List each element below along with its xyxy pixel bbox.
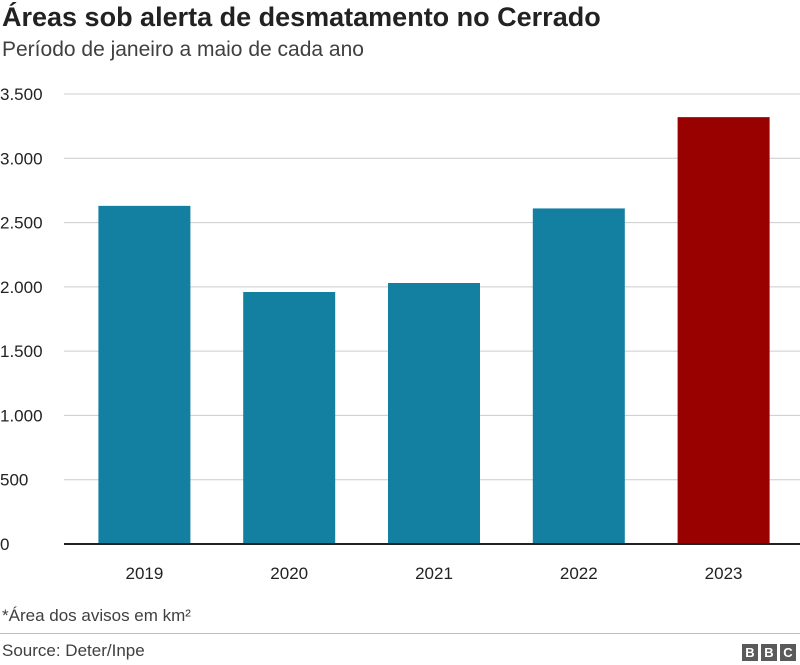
- bar-2020: [243, 292, 336, 544]
- x-tick-label: 2021: [415, 564, 453, 583]
- chart-title: Áreas sob alerta de desmatamento no Cerr…: [2, 2, 601, 32]
- logo-letter: B: [761, 644, 777, 661]
- axes: 0 500 1.000 1.500 2.000 2.500 3.000 3.500 2019 20…: [0, 85, 800, 583]
- source-label: Source: Deter/Inpe: [2, 641, 145, 660]
- y-tick-label: 500: [0, 471, 28, 490]
- logo-letter: B: [742, 644, 758, 661]
- y-tick-label: 2.500: [0, 214, 43, 233]
- y-tick-label: 3.500: [0, 85, 43, 104]
- chart-subtitle: Período de janeiro a maio de cada ano: [2, 38, 364, 61]
- y-tick-label: 2.000: [0, 278, 43, 297]
- footnote: *Área dos avisos em km²: [2, 606, 191, 625]
- bbc-logo: B B C: [742, 644, 796, 661]
- bar-2019: [98, 205, 191, 544]
- bar-2022: [532, 208, 625, 544]
- y-tick-label: 0: [0, 535, 9, 554]
- y-tick-label: 3.000: [0, 149, 43, 168]
- logo-letter: C: [780, 644, 796, 661]
- x-tick-label: 2019: [125, 564, 163, 583]
- bars: [98, 117, 770, 545]
- x-tick-label: 2023: [705, 564, 743, 583]
- bar-chart: 0 500 1.000 1.500 2.000 2.500 3.000 3.500 2019 20…: [0, 85, 800, 583]
- y-tick-label: 1.000: [0, 406, 43, 425]
- x-tick-label: 2020: [270, 564, 308, 583]
- bar-2023: [677, 117, 770, 545]
- x-tick-label: 2022: [560, 564, 598, 583]
- y-tick-label: 1.500: [0, 342, 43, 361]
- bar-2021: [388, 283, 480, 544]
- footer-divider: [0, 633, 800, 634]
